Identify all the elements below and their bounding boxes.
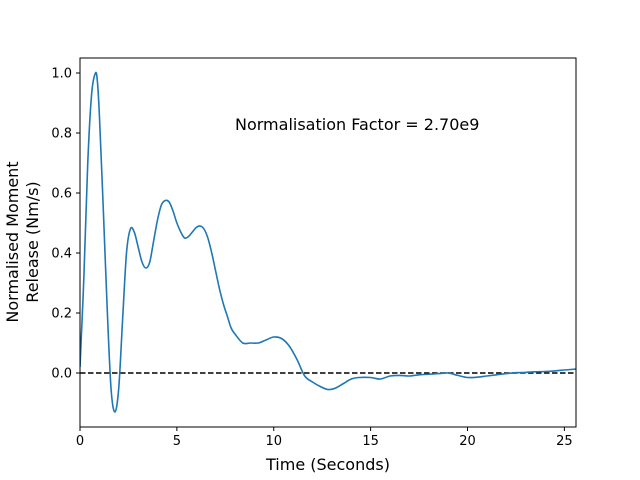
y-tick-label: 0.8 — [51, 127, 72, 142]
x-tick-label: 5 — [173, 434, 181, 449]
x-tick-label: 0 — [76, 434, 84, 449]
axes-frame — [79, 57, 577, 428]
y-axis-label-line-1: Normalised Moment — [3, 161, 22, 322]
x-axis-label: Time (Seconds) — [265, 455, 390, 474]
y-tick-label: 0.6 — [51, 187, 72, 202]
x-tick-label: 25 — [556, 434, 573, 449]
x-tick-label: 20 — [459, 434, 476, 449]
y-tick-label: 0.4 — [51, 247, 72, 262]
normalisation-annotation: Normalisation Factor = 2.70e9 — [235, 115, 479, 134]
x-tick-label: 15 — [362, 434, 379, 449]
y-tick-label: 0.2 — [51, 307, 72, 322]
y-axis-label-line-2: Release (Nm/s) — [23, 181, 42, 302]
y-tick-label: 1.0 — [51, 67, 72, 82]
x-tick-label: 10 — [265, 434, 282, 449]
series-line-0 — [80, 71, 576, 413]
y-tick-label: 0.0 — [51, 367, 72, 382]
